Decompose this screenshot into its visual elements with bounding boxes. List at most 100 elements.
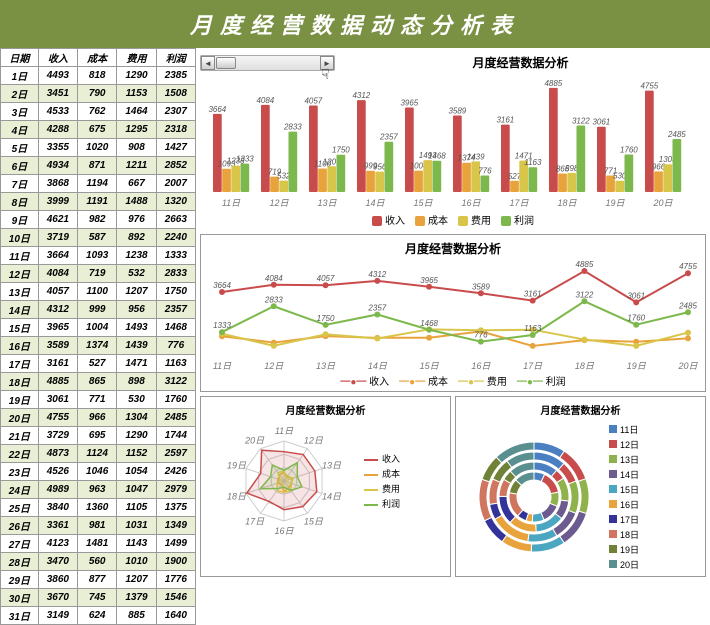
svg-text:4312: 4312 <box>352 91 370 100</box>
table-row: 31日31496248851640 <box>1 607 196 625</box>
svg-text:1760: 1760 <box>627 314 645 323</box>
table-row: 4日428867512952318 <box>1 121 196 139</box>
table-row: 28日347056010101900 <box>1 553 196 571</box>
table-row: 25日3840136011051375 <box>1 499 196 517</box>
donut-chart-title: 月度经营数据分析 <box>459 402 702 417</box>
table-row: 18日48858658983122 <box>1 373 196 391</box>
scroll-thumb[interactable] <box>216 57 236 69</box>
page-title: 月度经营数据动态分析表 <box>0 0 710 48</box>
svg-text:18日: 18日 <box>575 361 595 371</box>
data-table: 日期收入成本费用利润 1日4493818129023852日3451790115… <box>0 48 196 625</box>
column-header: 费用 <box>117 49 156 67</box>
svg-text:3122: 3122 <box>572 116 590 125</box>
table-row: 2日345179011531508 <box>1 85 196 103</box>
svg-text:14日: 14日 <box>322 491 342 501</box>
table-row: 9日46219829762663 <box>1 211 196 229</box>
svg-text:11日: 11日 <box>213 361 232 371</box>
table-row: 21日372969512901744 <box>1 427 196 445</box>
svg-text:14日: 14日 <box>368 361 388 371</box>
svg-text:15日: 15日 <box>420 361 440 371</box>
svg-text:4057: 4057 <box>304 97 322 106</box>
scroll-left-button[interactable]: ◄ <box>201 56 215 70</box>
svg-text:2357: 2357 <box>367 303 386 312</box>
svg-text:1163: 1163 <box>524 324 542 333</box>
svg-text:1760: 1760 <box>620 145 638 154</box>
table-row: 12日40847195322833 <box>1 265 196 283</box>
svg-text:17日: 17日 <box>509 198 529 208</box>
svg-text:16日: 16日 <box>274 526 294 536</box>
svg-text:20日: 20日 <box>677 361 698 371</box>
column-header: 利润 <box>156 49 195 67</box>
svg-text:3122: 3122 <box>576 290 594 299</box>
radar-chart: 月度经营数据分析 11日12日13日14日15日16日17日18日19日20日 … <box>200 396 451 577</box>
svg-text:18日: 18日 <box>227 491 247 501</box>
table-row: 7日386811946672007 <box>1 175 196 193</box>
column-header: 收入 <box>38 49 77 67</box>
svg-text:3965: 3965 <box>420 276 438 285</box>
svg-text:3664: 3664 <box>208 105 226 114</box>
svg-text:1333: 1333 <box>236 155 254 164</box>
table-row: 20日475596613042485 <box>1 409 196 427</box>
table-row: 16日358913741439776 <box>1 337 196 355</box>
svg-text:2833: 2833 <box>283 123 302 132</box>
svg-text:14日: 14日 <box>365 198 385 208</box>
svg-text:3589: 3589 <box>448 106 466 115</box>
svg-text:3664: 3664 <box>213 281 231 290</box>
svg-text:776: 776 <box>478 166 492 175</box>
table-row: 27日4123148111431499 <box>1 535 196 553</box>
table-row: 13日4057110012071750 <box>1 283 196 301</box>
svg-text:12日: 12日 <box>264 361 284 371</box>
radar-chart-title: 月度经营数据分析 <box>204 402 447 417</box>
table-row: 23日4526104610542426 <box>1 463 196 481</box>
svg-text:20日: 20日 <box>652 198 673 208</box>
table-row: 3日453376214642307 <box>1 103 196 121</box>
column-header: 成本 <box>78 49 117 67</box>
bar-chart-legend: 收入成本费用利润 <box>203 212 703 227</box>
donut-chart: 月度经营数据分析 11日12日13日14日15日16日17日18日19日20日 <box>455 396 706 577</box>
table-row: 6日493487112112852 <box>1 157 196 175</box>
table-row: 22日4873112411522597 <box>1 445 196 463</box>
svg-text:3061: 3061 <box>592 118 610 127</box>
svg-text:4885: 4885 <box>576 261 594 269</box>
svg-text:4084: 4084 <box>265 274 283 283</box>
scroll-bar[interactable]: ◄ ► ☟ <box>200 55 335 71</box>
table-row: 29日386087712071776 <box>1 571 196 589</box>
svg-text:13日: 13日 <box>322 461 342 471</box>
svg-text:19日: 19日 <box>605 198 625 208</box>
svg-text:18日: 18日 <box>557 198 577 208</box>
svg-text:4084: 4084 <box>256 96 274 105</box>
svg-text:3965: 3965 <box>400 98 418 107</box>
svg-text:1468: 1468 <box>428 152 446 161</box>
table-row: 17日316152714711163 <box>1 355 196 373</box>
svg-text:15日: 15日 <box>304 516 324 526</box>
bar-chart: 366410931238133311日4084719532283312日4057… <box>200 77 706 230</box>
table-row: 19日30617715301760 <box>1 391 196 409</box>
svg-text:3161: 3161 <box>524 290 542 299</box>
svg-text:12日: 12日 <box>304 436 324 446</box>
svg-text:3161: 3161 <box>496 116 514 125</box>
svg-text:4755: 4755 <box>640 82 658 91</box>
bar-chart-title: 月度经营数据分析 <box>335 54 706 71</box>
table-row: 8日3999119114881320 <box>1 193 196 211</box>
svg-text:20日: 20日 <box>244 436 265 446</box>
svg-text:4312: 4312 <box>368 270 386 279</box>
svg-text:1468: 1468 <box>420 319 438 328</box>
svg-text:17日: 17日 <box>245 516 265 526</box>
svg-text:19日: 19日 <box>227 461 247 471</box>
table-row: 24日498996310472979 <box>1 481 196 499</box>
table-row: 30日367074513791546 <box>1 589 196 607</box>
line-chart: 月度经营数据分析 3664408440574312396535893161488… <box>200 234 706 392</box>
table-row: 15日3965100414931468 <box>1 319 196 337</box>
svg-text:1439: 1439 <box>467 152 485 161</box>
svg-text:12日: 12日 <box>269 198 289 208</box>
svg-text:1333: 1333 <box>213 321 231 330</box>
svg-text:2485: 2485 <box>667 130 686 139</box>
table-row: 14日43129999562357 <box>1 301 196 319</box>
svg-text:1163: 1163 <box>524 158 542 167</box>
donut-chart-legend: 11日12日13日14日15日16日17日18日19日20日 <box>609 421 639 573</box>
svg-text:11日: 11日 <box>222 198 241 208</box>
svg-text:776: 776 <box>474 331 488 340</box>
svg-text:15日: 15日 <box>413 198 433 208</box>
table-row: 11日3664109312381333 <box>1 247 196 265</box>
table-row: 1日449381812902385 <box>1 67 196 85</box>
